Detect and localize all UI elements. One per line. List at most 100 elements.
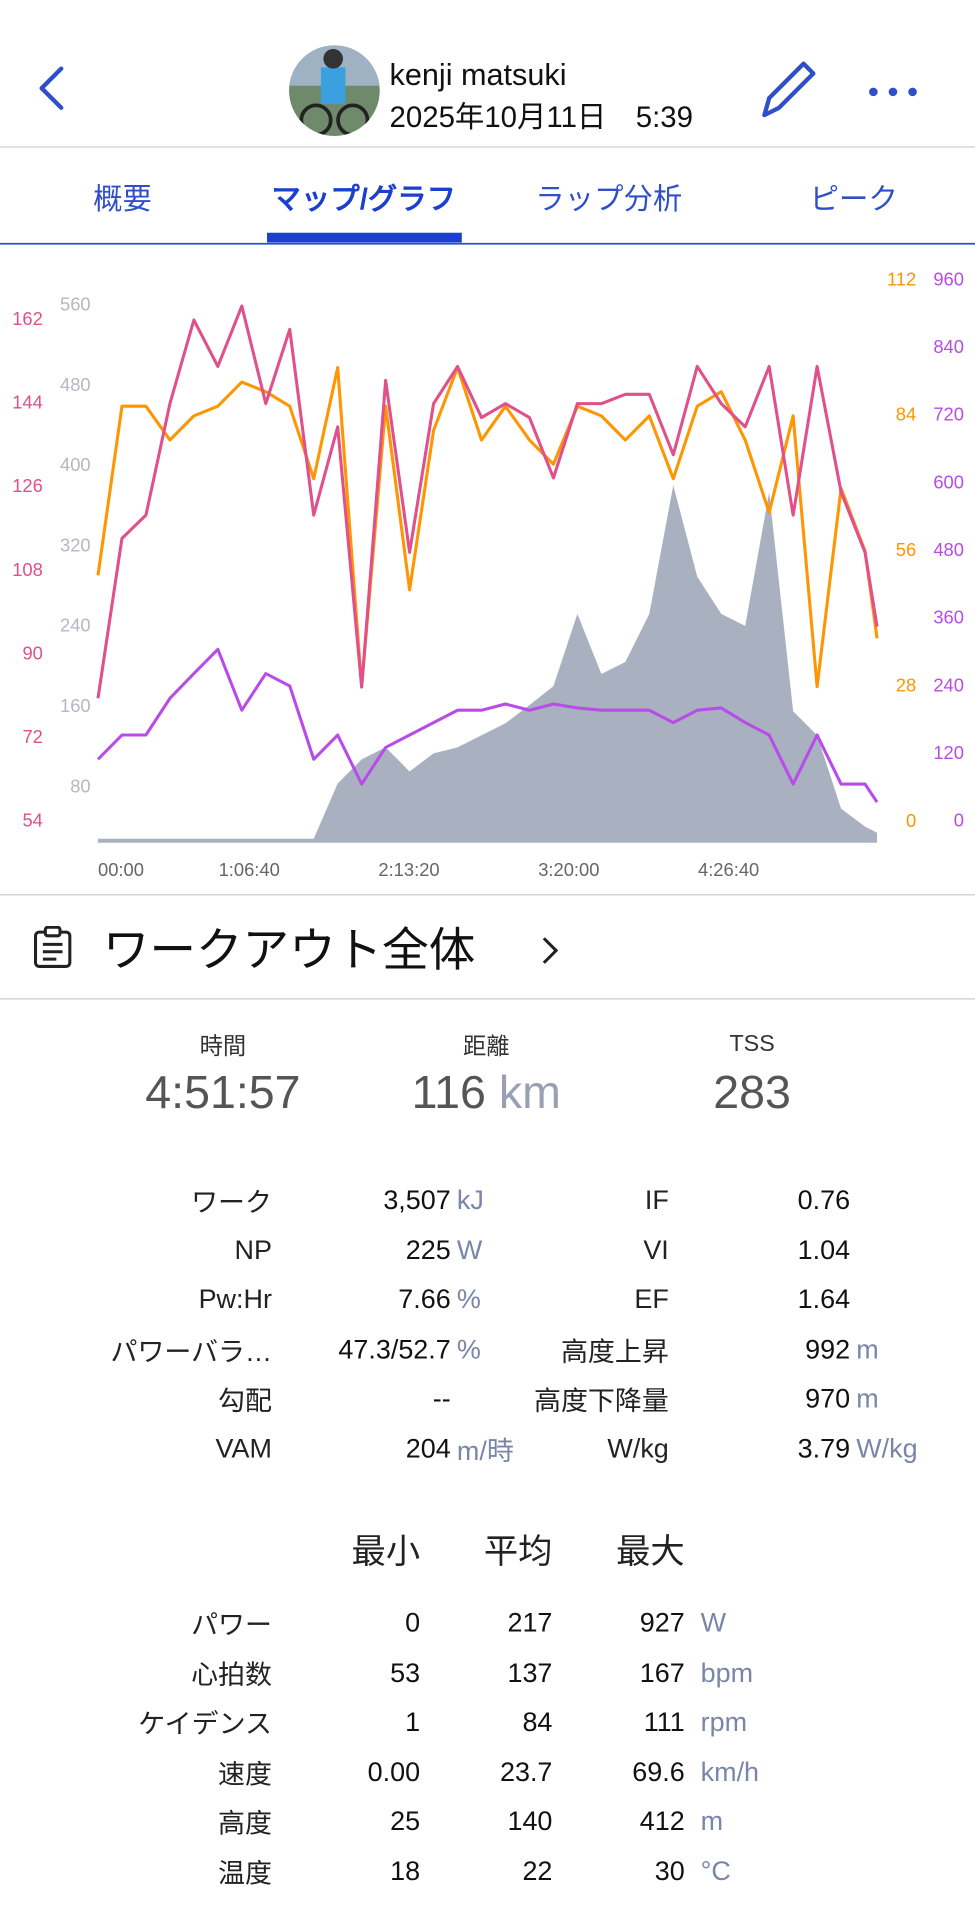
tab[interactable]: ピーク <box>809 183 898 217</box>
summary-value: 116 km <box>412 1068 561 1121</box>
metric-value: 970 <box>805 1383 851 1415</box>
stat-unit: °C <box>700 1855 731 1886</box>
y-tick-label: 240 <box>60 615 91 636</box>
y-tick-label: 120 <box>933 742 964 763</box>
stat-value: 137 <box>507 1656 553 1688</box>
y-tick-label: 90 <box>22 642 42 663</box>
avatar <box>289 45 380 136</box>
metric-label: Pw:Hr <box>198 1283 272 1315</box>
y-tick-label: 126 <box>12 475 43 496</box>
metric-unit: m/時 <box>456 1435 514 1467</box>
active-tab-indicator <box>267 232 462 243</box>
y-tick-label: 72 <box>22 726 42 747</box>
summary-value: 4:51:57 <box>145 1068 300 1121</box>
clipboard-icon <box>33 926 72 968</box>
chart: 5472901081261441628016024032040048056002… <box>12 268 964 880</box>
x-tick-label: 00:00 <box>98 859 144 880</box>
summary-value: 283 <box>713 1068 791 1121</box>
stat-unit: rpm <box>700 1706 748 1737</box>
x-tick-label: 4:26:40 <box>698 859 759 880</box>
y-tick-label: 56 <box>896 539 916 560</box>
summary-label: 時間 <box>199 1034 247 1061</box>
activity-date: 2025年10月11日 5:39 <box>389 101 693 135</box>
stat-value: 84 <box>522 1706 553 1737</box>
user-name: kenji matsuki <box>389 58 567 93</box>
x-tick-label: 2:13:20 <box>378 859 439 880</box>
metric-label: IF <box>644 1184 669 1216</box>
elevation-area <box>97 485 878 843</box>
metric-value: 204 <box>405 1433 451 1464</box>
summary-number: 4:51:57 <box>145 1067 301 1119</box>
stat-value: 23.7 <box>499 1755 553 1787</box>
back-button[interactable] <box>39 66 64 110</box>
stat-value: 140 <box>507 1805 553 1837</box>
y-tick-label: 600 <box>933 471 964 492</box>
summary-number: 283 <box>713 1067 791 1119</box>
y-tick-label: 560 <box>60 293 91 314</box>
x-tick-label: 1:06:40 <box>219 859 280 880</box>
metric-value: 225 <box>405 1234 451 1265</box>
metric-value: 1.64 <box>797 1283 851 1315</box>
stat-value: 412 <box>639 1805 685 1837</box>
metric-value: 3,507 <box>383 1184 451 1216</box>
metric-unit: m <box>856 1333 879 1365</box>
tab[interactable]: マップ/グラフ <box>271 183 457 217</box>
y-tick-label: 480 <box>933 539 964 560</box>
tab[interactable]: ラップ分析 <box>535 183 683 217</box>
y-tick-label: 840 <box>933 336 964 357</box>
stat-value: 167 <box>639 1656 685 1688</box>
y-tick-label: 162 <box>12 308 43 329</box>
metric-label: 高度下降量 <box>534 1385 669 1417</box>
more-button[interactable] <box>869 87 917 97</box>
stat-unit: W <box>700 1607 727 1638</box>
metric-label: W/kg <box>607 1433 669 1464</box>
metric-label: EF <box>634 1283 669 1315</box>
metric-unit: kJ <box>456 1184 484 1216</box>
y-tick-label: 0 <box>906 810 916 831</box>
y-tick-label: 400 <box>60 454 91 475</box>
y-tick-label: 960 <box>933 268 964 289</box>
metric-label: ワーク <box>191 1186 272 1218</box>
stat-value: 217 <box>507 1607 553 1638</box>
metric-label: パワーバラ… <box>110 1336 272 1367</box>
metric-unit: W <box>456 1234 483 1265</box>
stat-value: 53 <box>390 1656 421 1688</box>
metric-label: 高度上昇 <box>560 1336 669 1367</box>
y-tick-label: 320 <box>60 534 91 555</box>
stat-value: 0.00 <box>367 1755 421 1787</box>
tab[interactable]: 概要 <box>93 183 152 217</box>
metric-unit: % <box>456 1333 481 1365</box>
stat-label: パワー <box>191 1609 272 1641</box>
stat-value: 30 <box>654 1855 685 1886</box>
y-tick-label: 108 <box>12 559 43 580</box>
metric-unit: W/kg <box>856 1433 918 1464</box>
summary-unit: km <box>498 1067 561 1119</box>
y-tick-label: 0 <box>954 810 964 831</box>
y-tick-label: 54 <box>22 810 42 831</box>
stat-value: 18 <box>390 1855 421 1886</box>
metric-unit: % <box>456 1283 481 1315</box>
y-tick-label: 80 <box>70 775 90 796</box>
stat-label: 温度 <box>218 1857 272 1889</box>
metric-value: 3.79 <box>797 1433 851 1464</box>
header-icons <box>0 45 975 245</box>
metric-value: 47.3/52.7 <box>338 1333 451 1365</box>
summary-label: 距離 <box>463 1034 510 1061</box>
metric-value: 7.66 <box>398 1283 451 1315</box>
stat-label: ケイデンス <box>138 1708 272 1740</box>
workout-card[interactable] <box>0 894 975 1000</box>
y-tick-label: 160 <box>60 695 91 716</box>
stat-value: 0 <box>405 1607 421 1638</box>
stat-value: 22 <box>522 1855 553 1886</box>
stat-label: 高度 <box>218 1807 272 1839</box>
chevron-icon <box>542 937 559 964</box>
stat-unit: bpm <box>700 1656 754 1688</box>
edit-button[interactable] <box>762 61 816 118</box>
stat-label: 心拍数 <box>191 1659 272 1690</box>
metric-value: 0.76 <box>797 1184 851 1216</box>
workout-title: ワークアウト全体 <box>102 925 476 977</box>
stat-value: 25 <box>390 1805 421 1837</box>
column-header: 最大 <box>616 1532 685 1571</box>
